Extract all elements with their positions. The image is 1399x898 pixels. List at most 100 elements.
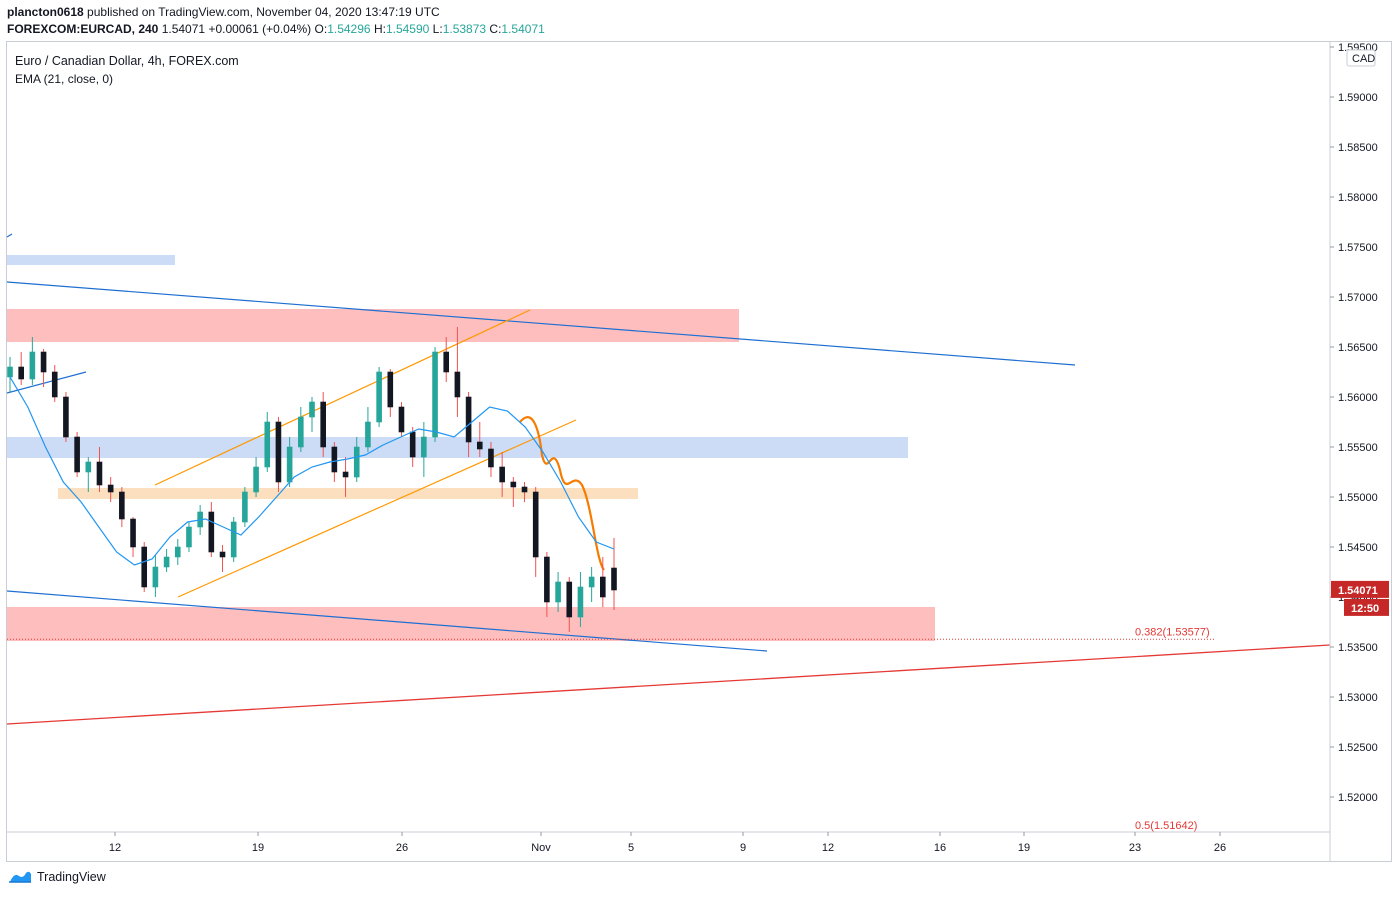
- candle-body: [510, 481, 517, 488]
- price-tick-label: 1.57500: [1338, 242, 1378, 254]
- candle-body: [476, 441, 483, 450]
- trendline-lower[interactable]: [6, 590, 768, 652]
- candle-body: [298, 416, 304, 448]
- publisher-name[interactable]: plancton0618: [7, 5, 84, 19]
- candle-body: [432, 351, 438, 438]
- publish-info: plancton0618 published on TradingView.co…: [7, 5, 440, 19]
- zone-blue-top[interactable]: [7, 255, 175, 265]
- candle-body: [208, 511, 215, 553]
- candle-body: [421, 436, 427, 458]
- time-tick-label: 19: [1018, 842, 1030, 854]
- time-tick-label: 9: [740, 842, 746, 854]
- candle-body: [376, 371, 382, 423]
- candle-body: [85, 461, 92, 473]
- last-price-badge: [1331, 580, 1389, 598]
- countdown-badge: [1344, 598, 1389, 616]
- support-line-red[interactable]: [6, 644, 1331, 725]
- price-tick-label: 1.55000: [1338, 492, 1378, 504]
- price-tick-label: 1.52000: [1338, 792, 1378, 804]
- candle-body: [163, 556, 170, 568]
- candle-body: [398, 406, 405, 433]
- candle-body: [320, 401, 326, 448]
- close-label: C:: [489, 22, 502, 36]
- candle-body: [532, 491, 539, 558]
- high-value: 1.54590: [385, 22, 430, 36]
- candle-body: [40, 351, 47, 373]
- time-tick-label: 12: [822, 842, 834, 854]
- candle-body: [443, 351, 450, 373]
- candle-body: [63, 396, 69, 438]
- tradingview-footer[interactable]: TradingView: [8, 870, 106, 884]
- open-label: O:: [314, 22, 328, 36]
- zone-red-upper[interactable]: [7, 309, 739, 342]
- candle-body: [141, 546, 148, 588]
- fib-level-label: 0.5(1.51642): [1135, 820, 1197, 832]
- candle-body: [74, 436, 80, 473]
- projection-path[interactable]: [519, 416, 605, 571]
- time-tick-label: 26: [1214, 842, 1226, 854]
- candle-body: [353, 446, 360, 478]
- candle-body: [119, 491, 125, 520]
- channel-upper[interactable]: [154, 309, 531, 486]
- candle-body: [174, 546, 181, 558]
- trendline-short[interactable]: [6, 371, 87, 394]
- time-tick-label: 5: [628, 842, 634, 854]
- price-tick-label: 1.52500: [1338, 742, 1378, 754]
- fib-level-label: 0.382(1.53577): [1135, 626, 1210, 638]
- time-tick-label: 23: [1129, 842, 1141, 854]
- low-label: L:: [432, 22, 443, 36]
- legend-indicator[interactable]: EMA (21, close, 0): [15, 72, 114, 86]
- last-price: 1.54071: [161, 22, 206, 36]
- candle-body: [566, 581, 573, 618]
- symbol-name: FOREXCOM:EURCAD, 240: [7, 22, 159, 36]
- last-price-label: 1.54071: [1338, 585, 1378, 597]
- price-tick-label: 1.54500: [1338, 542, 1378, 554]
- candle-body: [588, 576, 595, 588]
- candle-body: [29, 351, 36, 380]
- high-label: H:: [373, 22, 386, 36]
- footer-brand: TradingView: [37, 870, 106, 884]
- candle-body: [544, 556, 550, 603]
- candle-body: [309, 401, 315, 418]
- time-tick-label: 26: [396, 842, 408, 854]
- candle-body: [275, 421, 282, 483]
- candle-body: [342, 471, 349, 478]
- channel-lower[interactable]: [177, 419, 577, 598]
- time-tick-label: 12: [109, 842, 121, 854]
- candle-body: [186, 526, 192, 548]
- candle-body: [96, 461, 103, 486]
- zone-orange[interactable]: [58, 488, 638, 499]
- candle-body: [331, 446, 338, 473]
- low-value: 1.53873: [442, 22, 487, 36]
- trendline-upper[interactable]: [6, 281, 1076, 366]
- trendline-stub[interactable]: [6, 233, 13, 238]
- change-value: +0.00061 (+0.04%): [208, 22, 312, 36]
- candle-body: [465, 396, 472, 443]
- candle-body: [51, 371, 58, 398]
- candle-body: [264, 421, 271, 468]
- price-tick-label: 1.56500: [1338, 342, 1378, 354]
- published-text: published on TradingView.com, November 0…: [87, 5, 440, 19]
- legend-title: Euro / Canadian Dollar, 4h, FOREX.com: [15, 54, 239, 68]
- candle-body: [600, 576, 606, 598]
- price-tick-label: 1.58000: [1338, 192, 1378, 204]
- candle-body: [611, 567, 617, 591]
- candle-body: [242, 491, 248, 523]
- candle-body: [409, 431, 416, 458]
- chart-legend: Euro / Canadian Dollar, 4h, FOREX.com EM…: [15, 52, 239, 88]
- currency-badge[interactable]: [1346, 49, 1376, 67]
- price-tick-label: 1.59000: [1338, 92, 1378, 104]
- time-tick-label: Nov: [531, 842, 551, 854]
- candle-body: [488, 448, 494, 468]
- tradingview-logo-icon: [9, 871, 31, 883]
- candle-body: [521, 486, 528, 493]
- candle-body: [107, 484, 114, 493]
- price-tick-label: 1.53000: [1338, 692, 1378, 704]
- zone-red-lower[interactable]: [7, 607, 935, 641]
- candle-body: [230, 521, 237, 558]
- candle-body: [219, 551, 226, 558]
- zone-blue-mid[interactable]: [7, 437, 908, 458]
- candle-body: [286, 446, 293, 483]
- countdown-label: 12:50: [1351, 603, 1379, 615]
